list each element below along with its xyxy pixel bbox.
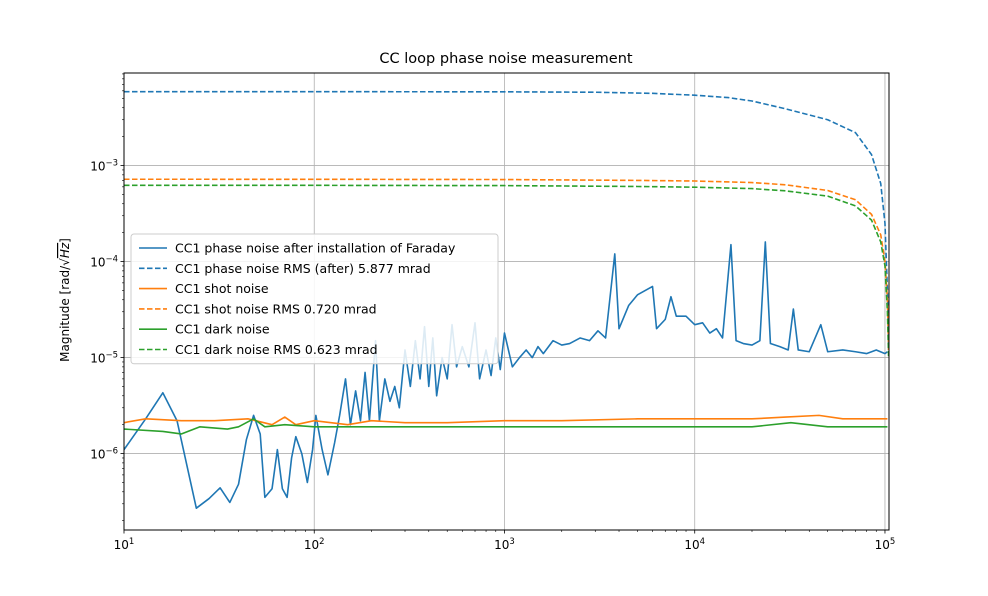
- y-tick-label: 10−4: [90, 255, 118, 270]
- series-line-3: [124, 414, 888, 426]
- legend-label: CC1 dark noise RMS 0.623 mrad: [175, 342, 378, 357]
- y-tick-label-base: 10: [90, 256, 105, 270]
- y-tick-label: 10−5: [90, 351, 118, 366]
- x-tick-label-exp: 3: [509, 537, 514, 547]
- x-tick-label-base: 10: [494, 538, 509, 552]
- y-tick-label-base: 10: [90, 352, 105, 366]
- x-tick-label: 105: [875, 537, 896, 552]
- x-tick-label: 103: [494, 537, 515, 552]
- x-tick-label-base: 10: [684, 538, 699, 552]
- x-tick-label-base: 10: [114, 538, 129, 552]
- y-tick-label-base: 10: [90, 448, 105, 462]
- legend-label: CC1 shot noise RMS 0.720 mrad: [175, 301, 377, 316]
- x-tick-label: 101: [114, 537, 135, 552]
- legend-label: CC1 dark noise: [175, 322, 270, 337]
- plot-frame: [123, 72, 890, 531]
- x-tick-label-exp: 2: [319, 537, 324, 547]
- series-line-6: [124, 184, 889, 358]
- chart-title: CC loop phase noise measurement: [379, 51, 632, 67]
- x-tick-label: 102: [304, 537, 325, 552]
- x-tick-label-base: 10: [304, 538, 319, 552]
- legend-label: CC1 phase noise after installation of Fa…: [175, 241, 456, 256]
- x-tick-label-exp: 1: [129, 537, 134, 547]
- x-tick-label-exp: 5: [890, 537, 895, 547]
- y-tick-label-exp: −6: [105, 447, 118, 457]
- legend-label: CC1 phase noise RMS (after) 5.877 mrad: [175, 261, 431, 276]
- series-lines: [124, 90, 889, 509]
- x-tick-label-exp: 4: [700, 537, 705, 547]
- y-axis-label: Magnitude [rad/√Hz]: [58, 238, 72, 362]
- y-tick-label: 10−3: [90, 159, 118, 174]
- legend-label: CC1 shot noise: [175, 281, 269, 296]
- series-line-4: [124, 178, 889, 350]
- y-tick-label: 10−6: [90, 447, 118, 462]
- legend-box: [130, 233, 499, 365]
- legend: CC1 phase noise after installation of Fa…: [130, 233, 499, 365]
- series-line-5: [124, 418, 888, 435]
- series-line-1: [124, 241, 888, 509]
- x-tick-label-base: 10: [875, 538, 890, 552]
- x-tick-label: 104: [684, 537, 705, 552]
- series-line-2: [124, 90, 889, 350]
- y-tick-label-exp: −3: [105, 159, 118, 169]
- y-tick-label-exp: −4: [105, 255, 118, 265]
- y-tick-label-base: 10: [90, 160, 105, 174]
- y-tick-label-exp: −5: [105, 351, 118, 361]
